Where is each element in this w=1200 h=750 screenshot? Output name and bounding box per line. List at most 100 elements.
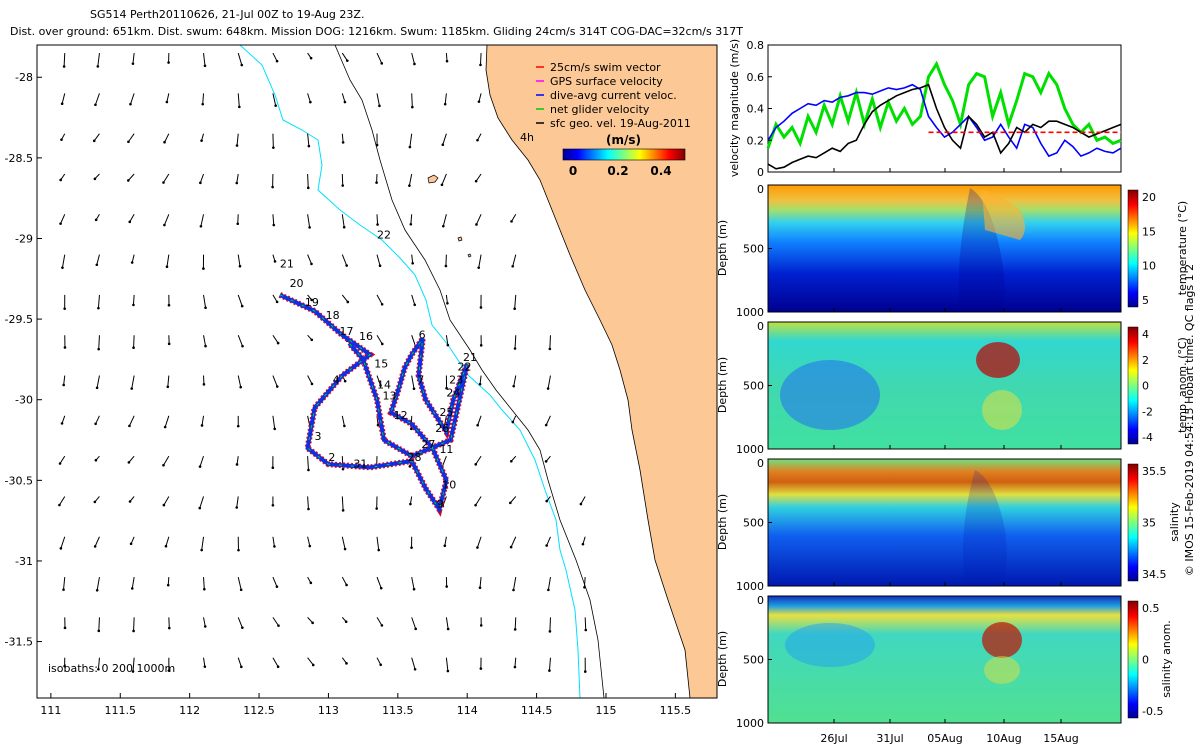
- velocity-vector: [510, 536, 517, 548]
- velocity-vector: [549, 335, 551, 349]
- velocity-vector: [96, 375, 100, 388]
- velocity-vector-head: [130, 387, 134, 390]
- isobath-200m: [239, 44, 581, 699]
- velocity-vector-head: [308, 544, 312, 548]
- velocity-vector-head: [235, 181, 239, 185]
- velocity-vector-head: [271, 185, 274, 189]
- velocity-vector-head: [512, 384, 516, 388]
- velocity-vector: [94, 93, 100, 105]
- velocity-vector-head: [475, 223, 478, 226]
- velocity-vector: [341, 576, 347, 586]
- velocity-series-line: [767, 83, 1122, 158]
- velocity-vector-head: [166, 385, 170, 389]
- velocity-vector-head: [93, 177, 97, 181]
- velocity-vector-head: [97, 629, 101, 633]
- velocity-vector-head: [547, 588, 550, 592]
- velocity-vector: [164, 133, 170, 143]
- velocity-vector-head: [126, 179, 130, 182]
- map-x-tick-label: 112.5: [243, 704, 275, 717]
- velocity-vector: [60, 214, 66, 224]
- time-tick-label: 10Aug: [986, 732, 1021, 745]
- velocity-vector: [408, 173, 413, 186]
- cbar-tick-label: 35: [1142, 517, 1156, 530]
- velocity-vector-head: [307, 144, 311, 148]
- velocity-vector: [203, 335, 207, 347]
- velocity-vector-head: [441, 143, 445, 147]
- velocity-vector: [444, 536, 447, 546]
- velocity-vector-head: [413, 303, 417, 307]
- velocity-vector: [549, 617, 551, 632]
- velocity-vector-head: [409, 222, 413, 226]
- day-label: 18: [326, 309, 340, 322]
- velocity-vector: [478, 254, 482, 268]
- velocity-vector-head: [309, 100, 312, 104]
- svg-text:sfc geo. vel. 19-Aug-2011: sfc geo. vel. 19-Aug-2011: [550, 117, 691, 130]
- velocity-vector: [584, 617, 587, 631]
- velocity-vector-head: [546, 387, 550, 390]
- velocity-vector: [580, 496, 586, 505]
- velocity-vector: [199, 496, 205, 509]
- velocity-vector-head: [204, 306, 207, 310]
- velocity-vector-head: [200, 424, 204, 427]
- velocity-vector: [97, 53, 100, 67]
- map-x-ticks: 111 111.5 112 112.5 113 113.5 114 114.5 115 115.5: [40, 693, 691, 717]
- velocity-vector-head: [583, 670, 587, 673]
- velocity-vector-head: [241, 626, 244, 629]
- velocity-vector-head: [545, 544, 548, 547]
- legend-time-label: 4h: [520, 131, 534, 144]
- depth-tick-label: 500: [743, 654, 764, 667]
- velocity-vector-head: [163, 425, 167, 429]
- velocity-vector: [237, 294, 243, 307]
- velocity-vector-head: [310, 262, 313, 266]
- velocity-vector-head: [238, 105, 241, 109]
- velocity-vector-head: [375, 507, 378, 510]
- velocity-vector: [411, 335, 416, 347]
- map-x-tick-label: 115: [595, 704, 616, 717]
- velocity-vector-head: [408, 145, 412, 149]
- plot-subtitle: Dist. over ground: 651km. Dist. swum: 64…: [10, 25, 743, 38]
- velocity-vector-head: [308, 226, 311, 229]
- velocity-vector: [199, 455, 205, 467]
- velocity-vector-head: [273, 260, 277, 263]
- velocity-vector: [442, 496, 447, 507]
- velocity-vector-head: [240, 304, 244, 308]
- velocity-vector: [547, 375, 551, 389]
- svg-text:net glider velocity: net glider velocity: [550, 103, 650, 116]
- velocity-vector-head: [444, 264, 448, 268]
- velocity-vector-head: [476, 546, 479, 549]
- velocity-vector-head: [62, 383, 65, 387]
- velocity-vector-head: [163, 223, 166, 227]
- velocity-vector: [61, 415, 66, 424]
- velocity-vector: [478, 93, 482, 102]
- velocity-vector-head: [272, 223, 276, 227]
- velocity-vector-head: [167, 626, 171, 630]
- velocity-vector-head: [93, 545, 97, 548]
- velocity-vector-head: [274, 104, 277, 107]
- velocity-ylabel: velocity magnitude (m/s): [728, 39, 741, 177]
- velocity-vector: [514, 657, 517, 668]
- velocity-vector-head: [440, 183, 444, 187]
- velocity-vector: [132, 294, 135, 305]
- velocity-vector: [475, 214, 482, 225]
- velocity-vector-head: [128, 424, 131, 428]
- velocity-vector-head: [271, 466, 275, 470]
- velocity-vector-head: [446, 669, 450, 673]
- velocity-vector-head: [443, 544, 447, 548]
- time-tick-label: 05Aug: [927, 732, 962, 745]
- depth-tick-label: 1000: [736, 443, 764, 456]
- velocity-vector: [272, 536, 275, 547]
- map-x-tick-label: 114.5: [521, 704, 553, 717]
- velocity-vector-head: [198, 506, 202, 510]
- day-label: 14: [377, 378, 391, 391]
- day-label: 24: [446, 386, 460, 399]
- cbar-tick-label: 15: [1142, 225, 1156, 238]
- velocity-vector: [236, 133, 239, 146]
- velocity-vector: [63, 53, 66, 67]
- velocity-vector: [511, 214, 517, 222]
- dive-avg-track: [279, 293, 470, 515]
- velocity-vector: [376, 254, 381, 266]
- day-label: 19: [305, 296, 319, 309]
- velocity-vector: [167, 577, 170, 586]
- velocity-vector-head: [513, 665, 517, 669]
